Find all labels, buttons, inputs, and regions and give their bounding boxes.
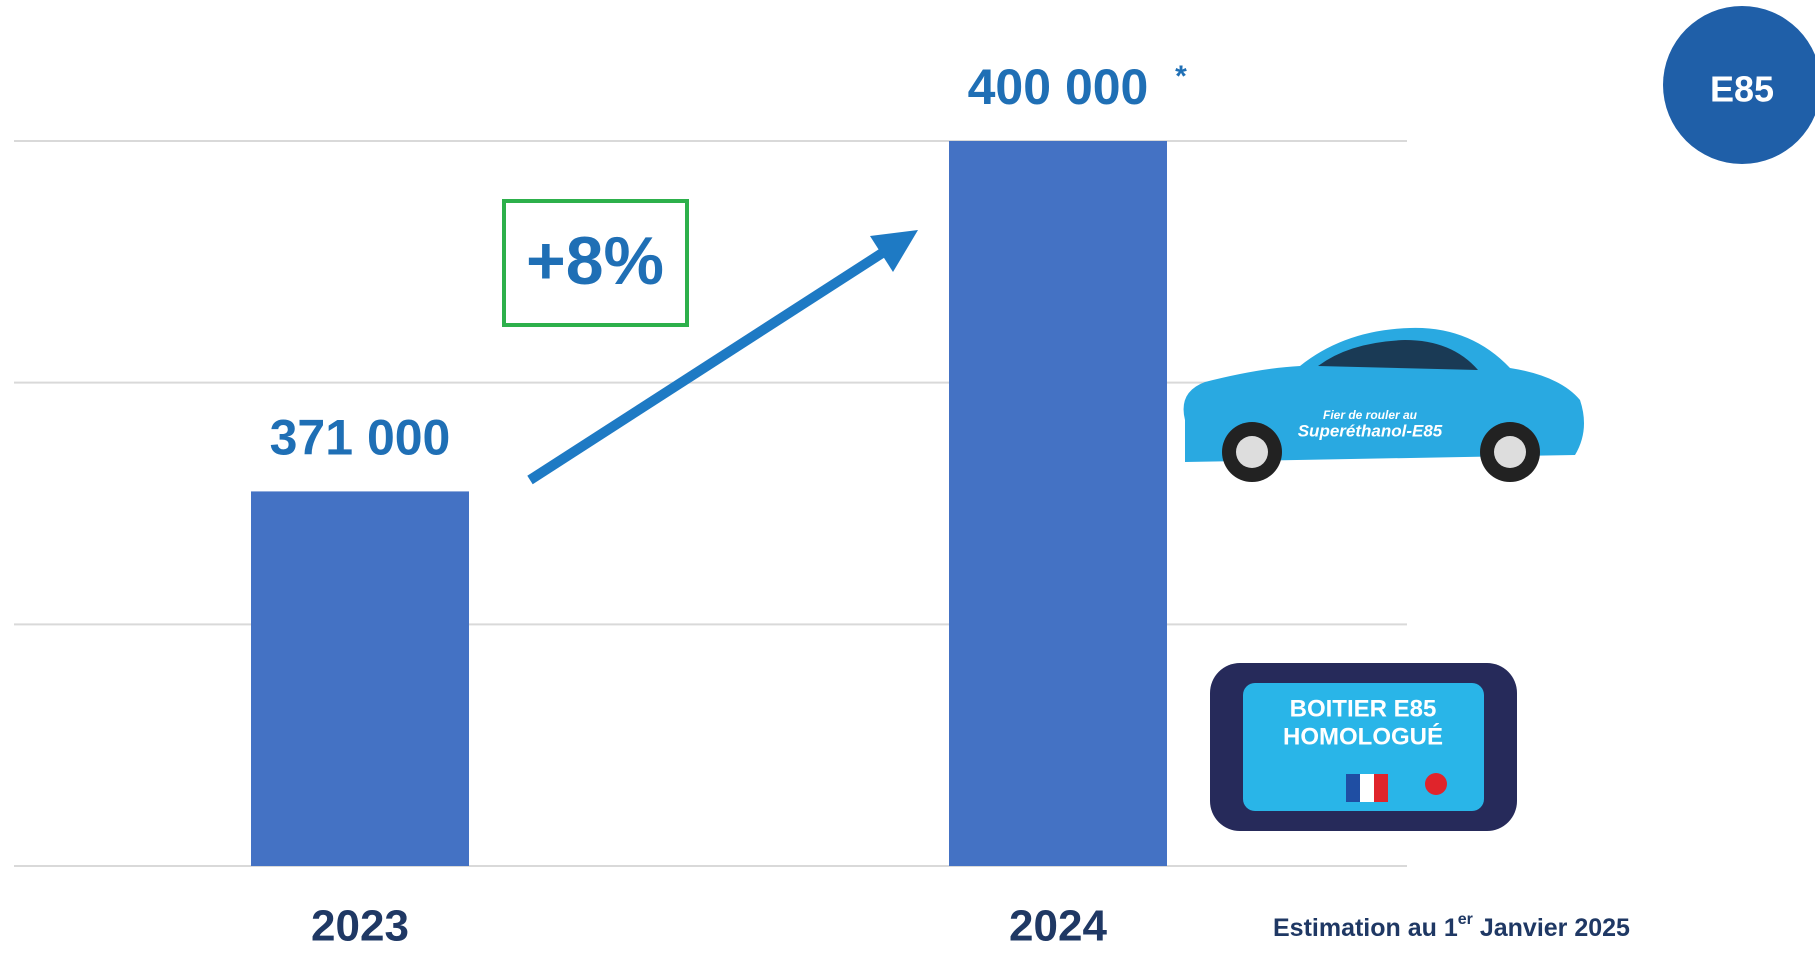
x-tick-label: 2023 bbox=[311, 902, 409, 951]
value-label: 400 000 bbox=[968, 59, 1149, 115]
car-window bbox=[1318, 340, 1478, 370]
flag-blue bbox=[1346, 774, 1360, 802]
box-illustration: BOITIER E85 HOMOLOGUÉ bbox=[1210, 663, 1517, 831]
value-label: 371 000 bbox=[270, 410, 451, 466]
growth-label: +8% bbox=[526, 223, 664, 299]
badge-label: E85 bbox=[1710, 69, 1774, 110]
bar bbox=[251, 491, 469, 866]
car-text: Fier de rouler au bbox=[1323, 408, 1418, 422]
asterisk: * bbox=[1175, 60, 1187, 93]
arrow-shaft bbox=[527, 243, 893, 485]
footnote-text: Estimation au 1 bbox=[1273, 914, 1458, 942]
growth-box bbox=[502, 199, 689, 327]
car-illustration: Fier de rouler au Superéthanol-E85 bbox=[1183, 327, 1584, 482]
footnote-text: Janvier 2025 bbox=[1473, 914, 1630, 942]
badge-circle bbox=[1663, 6, 1815, 164]
flag-red bbox=[1374, 774, 1388, 802]
car-body bbox=[1183, 327, 1584, 462]
car-hub bbox=[1236, 436, 1268, 468]
box-text: BOITIER E85 bbox=[1290, 695, 1437, 722]
car-hub bbox=[1494, 436, 1526, 468]
growth-arrow bbox=[527, 230, 918, 485]
x-tick-label: 2024 bbox=[1009, 902, 1107, 951]
seal bbox=[1425, 773, 1447, 795]
car-text: Superéthanol-E85 bbox=[1298, 421, 1443, 440]
arrow-head bbox=[870, 230, 918, 272]
box-screen bbox=[1243, 683, 1484, 811]
box-text: HOMOLOGUÉ bbox=[1283, 722, 1443, 750]
flag-white bbox=[1360, 774, 1374, 802]
footnote-sup: er bbox=[1458, 911, 1473, 928]
bar bbox=[949, 141, 1167, 866]
footnote: Estimation au 1er Janvier 2025 bbox=[1273, 911, 1630, 941]
